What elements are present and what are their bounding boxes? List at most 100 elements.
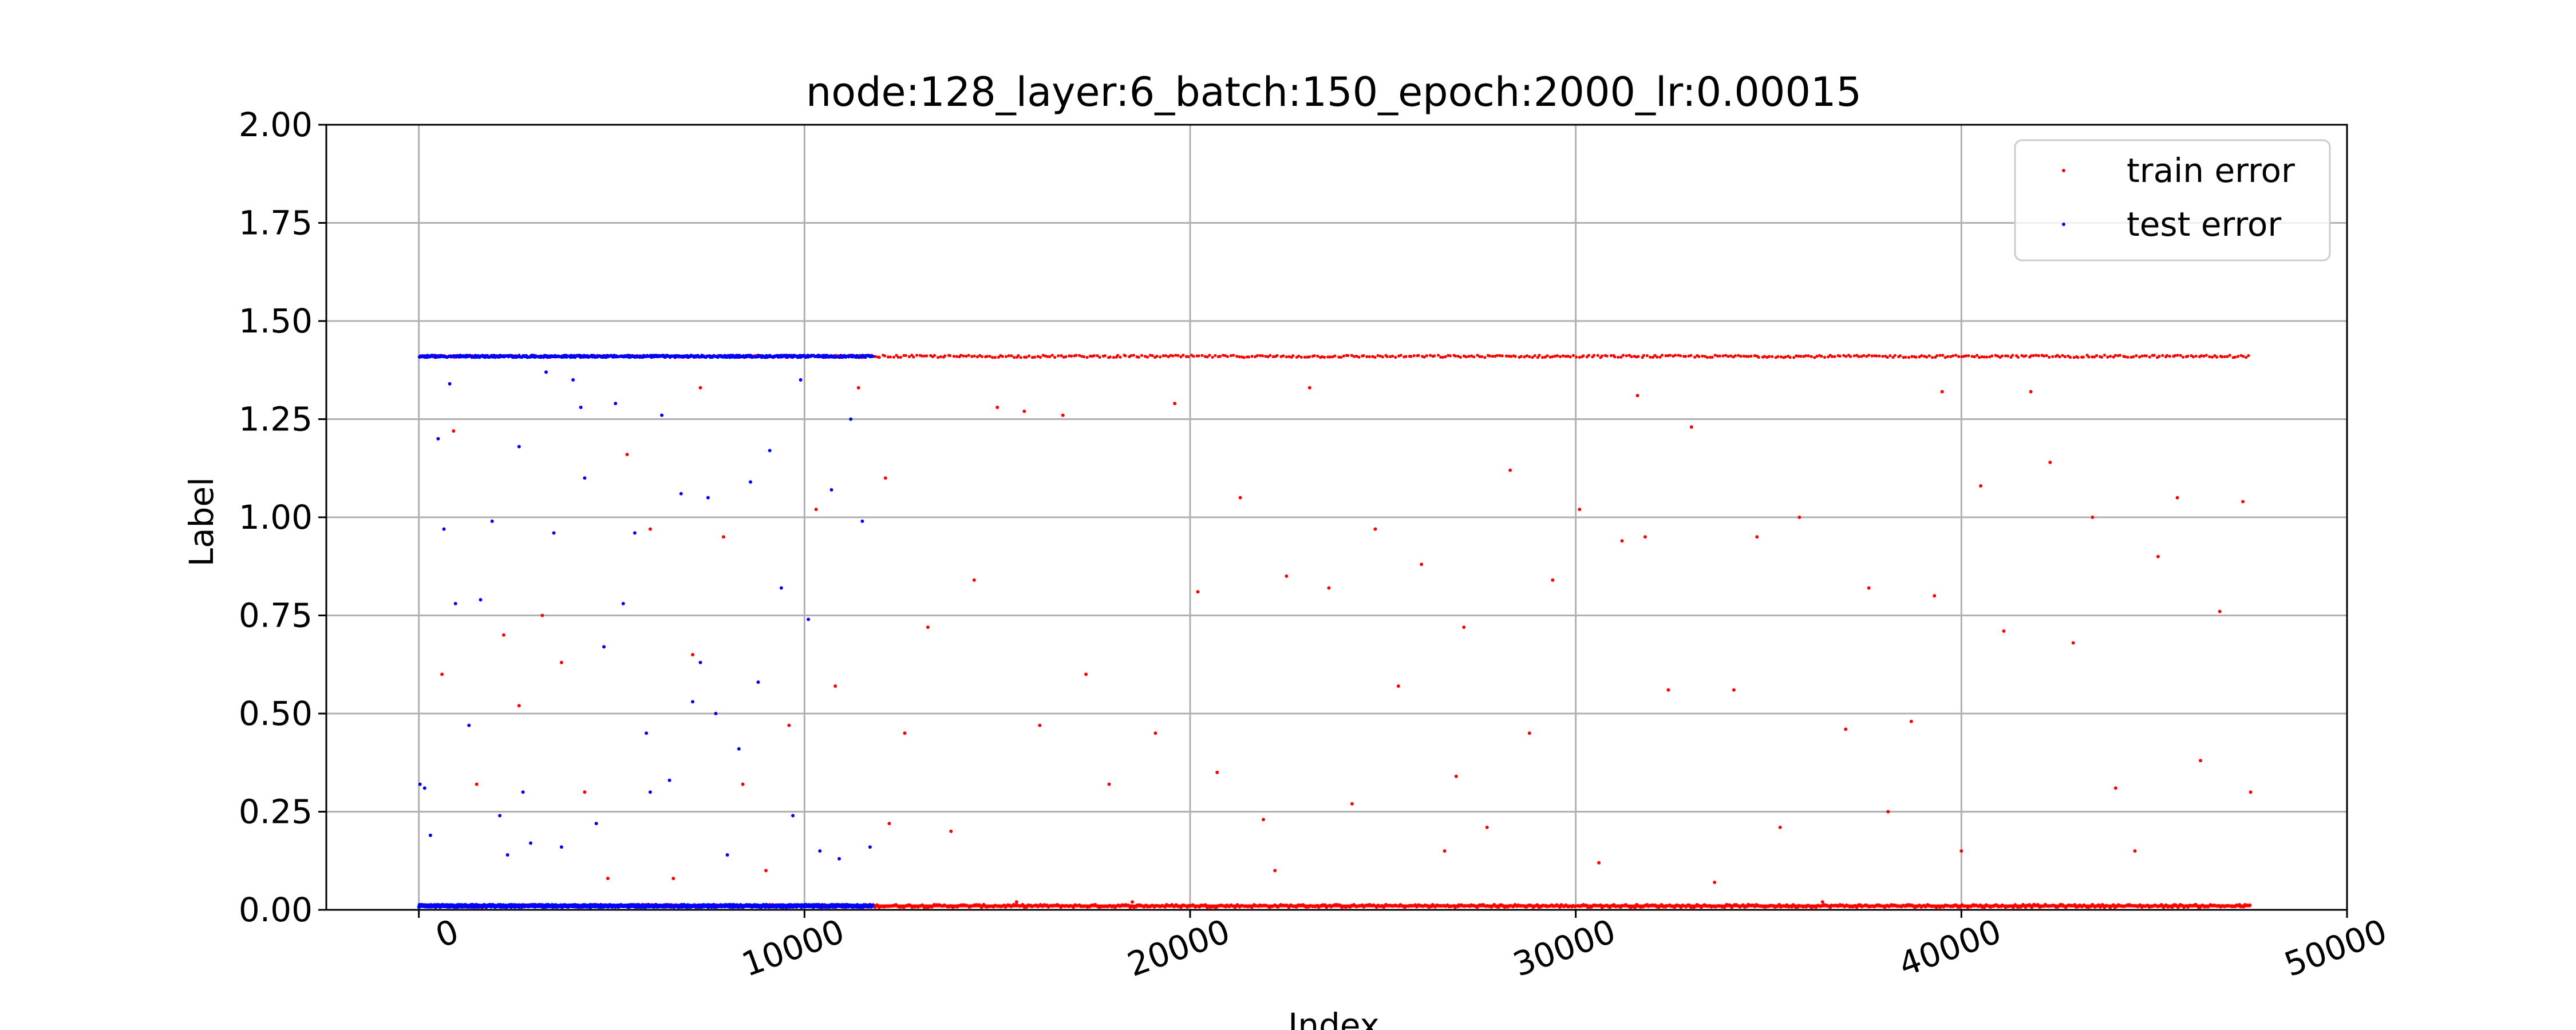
point-train-error <box>2063 355 2067 359</box>
point-train-error <box>741 782 745 786</box>
point-train-error <box>1541 356 1544 359</box>
point-train-error <box>2152 354 2156 357</box>
point-train-error <box>1831 355 1834 358</box>
point-train-error <box>1500 354 1504 358</box>
point-train-error <box>2051 355 2055 358</box>
point-train-error <box>1282 354 1285 358</box>
point-test-error <box>467 723 471 727</box>
point-train-error <box>1923 355 1926 358</box>
point-train-error <box>1651 355 1654 359</box>
point-train-error <box>1582 354 1585 358</box>
point-train-error <box>903 731 907 735</box>
point-train-error <box>1907 356 1911 359</box>
point-train-error <box>883 354 887 358</box>
point-train-error <box>896 355 900 359</box>
point-train-error <box>2011 354 2014 357</box>
point-train-error <box>1480 355 1484 358</box>
point-train-error <box>2140 354 2144 358</box>
point-train-error <box>1957 355 1961 358</box>
point-train-error <box>1022 409 1026 413</box>
point-train-error <box>1350 802 1354 806</box>
point-train-error <box>926 625 930 629</box>
point-train-error <box>2001 354 2004 358</box>
y-tick-label: 1.00 <box>239 498 313 537</box>
point-train-error <box>1710 355 1714 359</box>
point-test-error <box>571 378 575 382</box>
point-train-error <box>1053 355 1057 359</box>
point-test-error <box>453 601 457 605</box>
point-train-error <box>1656 355 1659 359</box>
point-train-error <box>1635 394 1639 398</box>
point-test-error <box>725 853 729 857</box>
point-test-error <box>818 849 822 853</box>
point-train-error <box>1721 354 1725 358</box>
point-train-error <box>1914 355 1918 359</box>
point-train-error <box>2045 354 2048 357</box>
point-train-error <box>698 386 702 390</box>
point-train-error <box>1578 355 1581 359</box>
point-test-error <box>436 437 440 441</box>
point-train-error <box>1689 425 1693 429</box>
data-points <box>417 354 2253 909</box>
y-tick-label: 0.25 <box>239 793 313 831</box>
point-train-error <box>965 355 968 358</box>
point-train-error <box>1933 594 1937 598</box>
point-train-error <box>886 355 890 359</box>
point-train-error <box>1496 354 1499 357</box>
point-train-error <box>1327 586 1331 590</box>
point-train-error <box>1795 354 1798 358</box>
point-train-error <box>949 354 952 358</box>
point-train-error <box>1303 355 1306 359</box>
legend: train error test error <box>2014 139 2331 262</box>
point-train-error <box>452 429 456 433</box>
point-train-error <box>2199 354 2203 358</box>
point-train-error <box>1355 354 1358 358</box>
point-test-error <box>756 680 760 684</box>
point-train-error <box>606 877 610 881</box>
point-train-error <box>2218 609 2222 613</box>
point-train-error <box>997 355 1000 359</box>
point-test-error <box>521 790 525 794</box>
point-train-error <box>1357 355 1361 359</box>
point-train-error <box>952 355 955 358</box>
point-train-error <box>1578 508 1582 512</box>
point-train-error <box>937 356 940 359</box>
point-train-error <box>1941 354 1945 357</box>
point-train-error <box>1307 355 1311 359</box>
point-train-error <box>1242 356 1246 359</box>
point-train-error <box>1211 355 1214 359</box>
point-train-error <box>993 356 997 359</box>
point-train-error <box>1174 354 1178 357</box>
point-train-error <box>2228 354 2231 357</box>
point-train-error <box>967 354 970 357</box>
point-train-error <box>1802 355 1805 358</box>
point-train-error <box>2223 355 2227 358</box>
point-train-error <box>721 535 725 539</box>
point-train-error <box>1266 355 1270 359</box>
y-tick-label: 0.50 <box>239 694 313 733</box>
point-train-error <box>2242 355 2245 358</box>
point-train-error <box>1299 355 1303 359</box>
point-train-error <box>1232 354 1235 357</box>
point-train-error <box>2032 354 2035 358</box>
point-train-error <box>2076 356 2080 359</box>
point-train-error <box>1744 355 1748 358</box>
point-train-error <box>1197 354 1200 358</box>
point-train-error <box>1827 355 1830 359</box>
point-test-error <box>679 492 683 496</box>
point-train-error <box>1658 355 1662 359</box>
point-train-error <box>1057 354 1060 358</box>
point-train-error <box>1044 354 1047 358</box>
point-train-error <box>1192 355 1195 358</box>
point-train-error <box>1182 354 1185 357</box>
point-train-error <box>1082 355 1086 359</box>
point-train-error <box>1538 354 1541 357</box>
point-train-error <box>1151 354 1154 358</box>
y-axis-label: Label <box>182 477 221 566</box>
point-train-error <box>1371 355 1374 358</box>
point-train-error <box>1155 354 1159 358</box>
point-train-error <box>1238 355 1241 359</box>
point-train-error <box>2006 354 2010 358</box>
point-train-error <box>1313 354 1316 358</box>
point-train-error <box>2002 629 2006 633</box>
